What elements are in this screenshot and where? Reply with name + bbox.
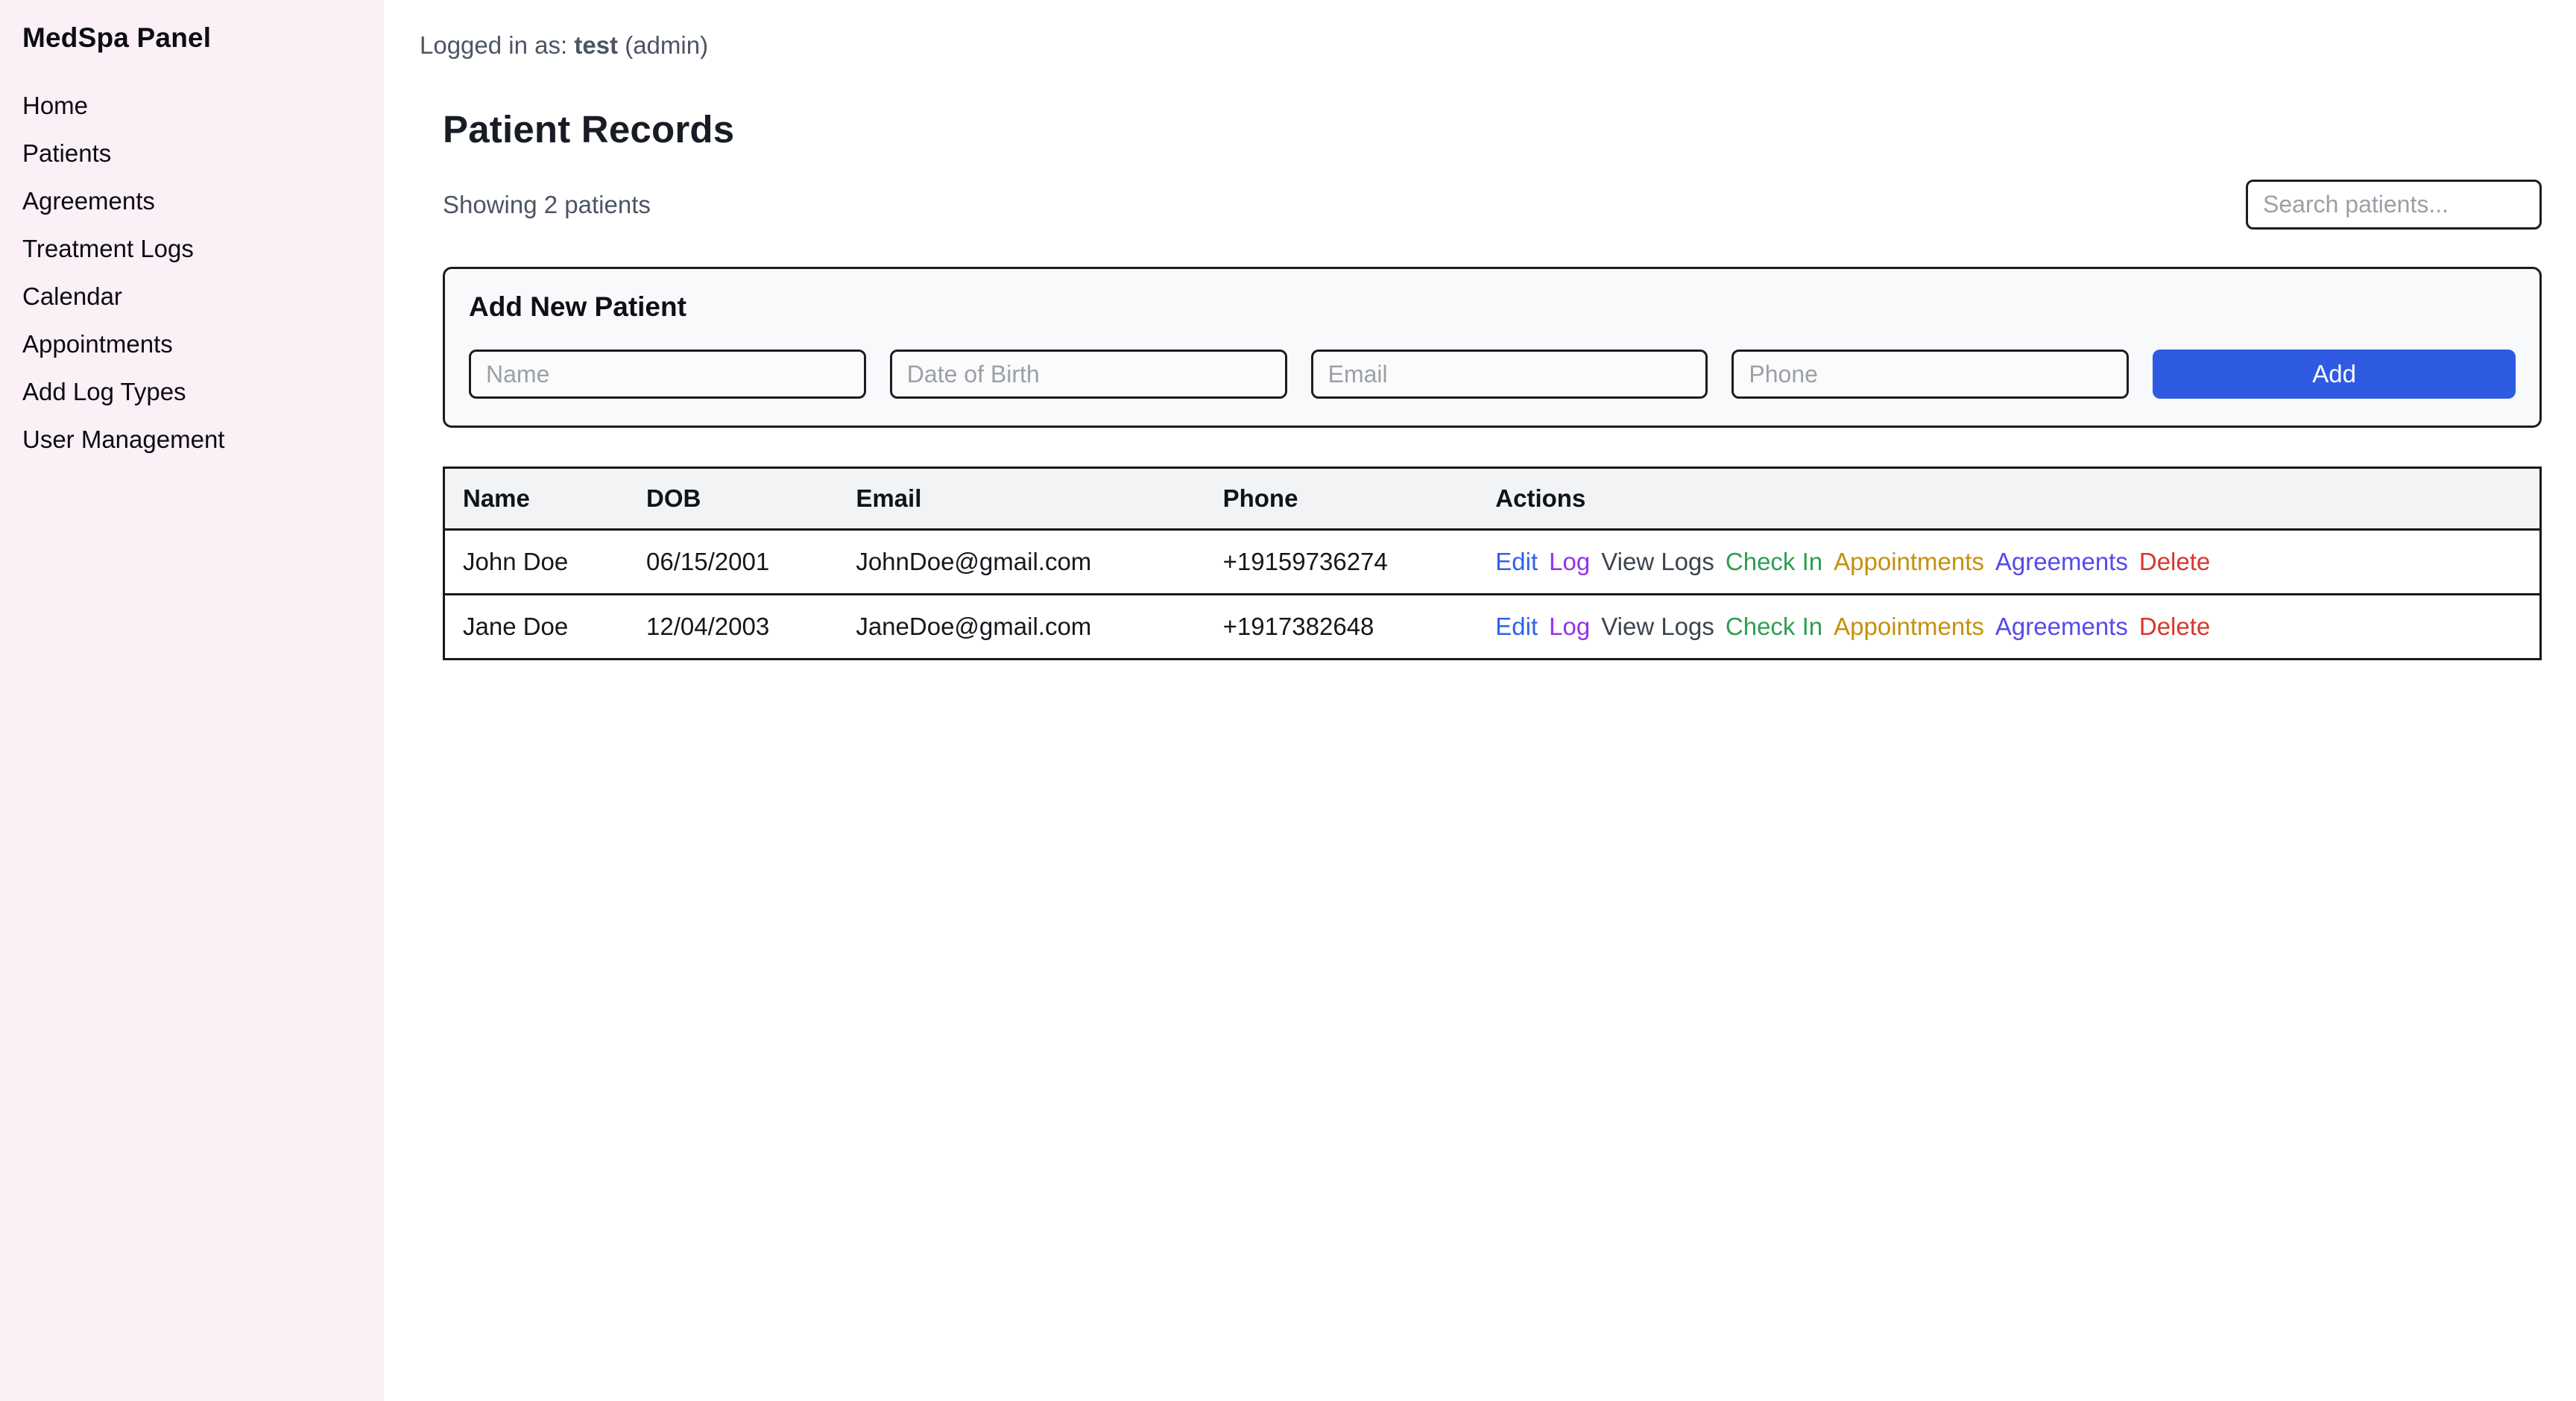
action-check-in[interactable]: Check In <box>1725 548 1823 575</box>
sidebar-nav: Home Patients Agreements Treatment Logs Cale… <box>22 82 362 464</box>
cell-phone: +19159736274 <box>1222 548 1388 575</box>
phone-field[interactable] <box>1731 350 2130 399</box>
showing-count: Showing 2 patients <box>443 190 651 218</box>
patients-table: Name DOB Email Phone Actions John Doe 06/… <box>443 467 2542 660</box>
cell-email: JaneDoe@gmail.com <box>838 593 1205 660</box>
cell-phone: +1917382648 <box>1205 593 1478 660</box>
search-input[interactable] <box>2246 180 2542 230</box>
header-name: Name <box>443 467 629 531</box>
cell-dob: 06/15/2001 <box>646 548 770 575</box>
logged-in-username: test <box>574 31 619 59</box>
content: Patient Records Showing 2 patients Add N… <box>443 107 2542 660</box>
cell-actions: Edit Log View Logs Check In Appointments Agre… <box>1477 593 2541 660</box>
cell-email: JohnDoe@gmail.com <box>856 548 1092 575</box>
add-patient-title: Add New Patient <box>469 291 686 322</box>
table-row: John Doe 06/15/2001 JohnDoe@gmail.com +1915… <box>444 530 2541 595</box>
logged-in-prefix: Logged in as: <box>420 31 575 59</box>
add-patient-form: Add <box>469 350 2516 399</box>
header-dob: DOB <box>628 467 839 531</box>
action-appointments[interactable]: Appointments <box>1834 548 1984 575</box>
cell-dob: 12/04/2003 <box>628 593 839 660</box>
action-log[interactable]: Log <box>1549 548 1591 575</box>
action-view-logs[interactable]: View Logs <box>1601 548 1714 575</box>
main-area: Logged in as: test (admin) Patient Recor… <box>384 0 2576 1401</box>
logged-in-role: (admin) <box>618 31 709 59</box>
sidebar-item-agreements[interactable]: Agreements <box>22 187 155 215</box>
header-actions: Actions <box>1477 467 2541 531</box>
page-title: Patient Records <box>443 108 735 151</box>
sidebar-item-treatment-logs[interactable]: Treatment Logs <box>22 235 194 262</box>
action-edit[interactable]: Edit <box>1495 548 1538 575</box>
add-button[interactable]: Add <box>2153 350 2516 399</box>
name-field[interactable] <box>469 350 866 399</box>
action-delete[interactable]: Delete <box>2138 548 2211 575</box>
table-row: Jane Doe 12/04/2003 JaneDoe@gmail.com +1917… <box>443 593 2541 660</box>
sidebar-item-appointments[interactable]: Appointments <box>22 330 173 358</box>
action-agreements[interactable]: Agreements <box>1995 548 2128 575</box>
action-edit[interactable]: Edit <box>1495 613 1538 640</box>
patients-table-wrap: Name DOB Email Phone Actions John Doe 06/… <box>443 467 2542 660</box>
cell-name: John Doe <box>463 548 569 575</box>
cell-actions: Edit Log View Logs Check In Appointments Agre… <box>1477 530 2540 595</box>
add-patient-panel: Add New Patient Add <box>443 267 2542 428</box>
app-title: MedSpa Panel <box>22 22 212 53</box>
sidebar-item-user-management[interactable]: User Management <box>22 426 225 453</box>
meta-row: Showing 2 patients <box>443 180 2542 230</box>
sidebar-item-calendar[interactable]: Calendar <box>22 282 122 310</box>
sidebar: MedSpa Panel Home Patients Agreements Treat… <box>0 0 384 1401</box>
action-appointments[interactable]: Appointments <box>1834 613 1984 640</box>
action-check-in[interactable]: Check In <box>1725 613 1823 640</box>
header-email: Email <box>838 467 1205 531</box>
sidebar-item-patients[interactable]: Patients <box>22 139 112 167</box>
sidebar-item-home[interactable]: Home <box>22 92 89 119</box>
sidebar-item-add-log-types[interactable]: Add Log Types <box>22 378 186 405</box>
topbar: Logged in as: test (admin) <box>420 31 2542 60</box>
action-log[interactable]: Log <box>1549 613 1591 640</box>
action-view-logs[interactable]: View Logs <box>1601 613 1714 640</box>
cell-name: Jane Doe <box>443 593 629 660</box>
dob-field[interactable] <box>889 350 1287 399</box>
email-field[interactable] <box>1310 350 1708 399</box>
action-delete[interactable]: Delete <box>2138 613 2211 640</box>
header-phone: Phone <box>1205 467 1478 531</box>
table-header-row: Name DOB Email Phone Actions <box>443 467 2541 531</box>
action-agreements[interactable]: Agreements <box>1995 613 2128 640</box>
